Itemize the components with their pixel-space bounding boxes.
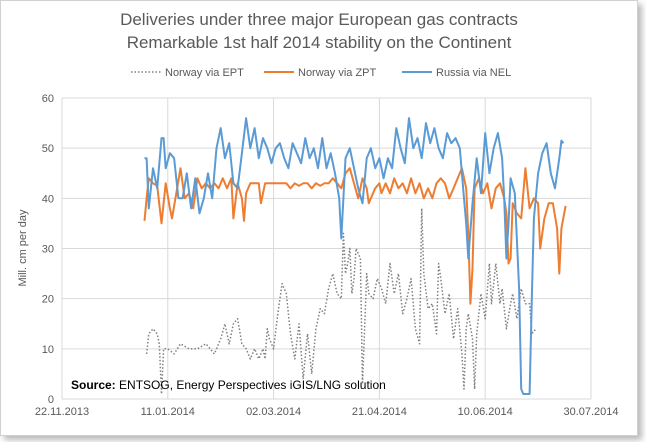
line-chart: Deliveries under three major European ga… [17,10,619,418]
y-axis-label: Mill. cm per day [17,209,29,287]
x-tick-label: 21.04.2014 [352,406,407,418]
x-tick-label: 30.07.2014 [563,406,618,418]
y-tick-label: 40 [42,193,54,205]
chart-subtitle: Remarkable 1st half 2014 stability on th… [127,33,512,52]
y-tick-label: 50 [42,143,54,155]
legend: Norway via EPT Norway via ZPT Russia via N… [131,67,511,79]
x-tick-label: 11.01.2014 [141,406,195,418]
source-label: Source: [71,378,116,392]
x-tick-label: 10.06.2014 [458,406,513,418]
y-tick-label: 0 [48,394,54,406]
legend-entry-1: Norway via ZPT [298,67,377,79]
legend-entry-2: Russia via NEL [436,67,511,79]
x-tick-label: 02.03.2014 [246,406,301,418]
legend-entry-0: Norway via EPT [165,67,244,79]
series-lines [143,117,567,395]
source-text: ENTSOG, Energy Perspectives iGIS/LNG sol… [116,378,386,392]
y-tick-label: 30 [42,244,54,256]
series-line-2 [144,117,565,395]
y-tick-label: 60 [42,93,54,105]
source-note: Source: ENTSOG, Energy Perspectives iGIS… [71,378,386,392]
y-tick-label: 10 [42,344,54,356]
series-line-1 [143,167,567,305]
chart-frame: Deliveries under three major European ga… [0,0,638,436]
chart-title: Deliveries under three major European ga… [120,10,518,29]
x-axis-ticks: 22.11.2013 11.01.2014 02.03.2014 21.04.2014… [35,406,619,418]
x-tick-label: 22.11.2013 [35,406,89,418]
y-tick-label: 20 [42,294,54,306]
y-axis-ticks: 0 10 20 30 40 50 60 [42,93,54,406]
series-line-0 [145,207,537,395]
